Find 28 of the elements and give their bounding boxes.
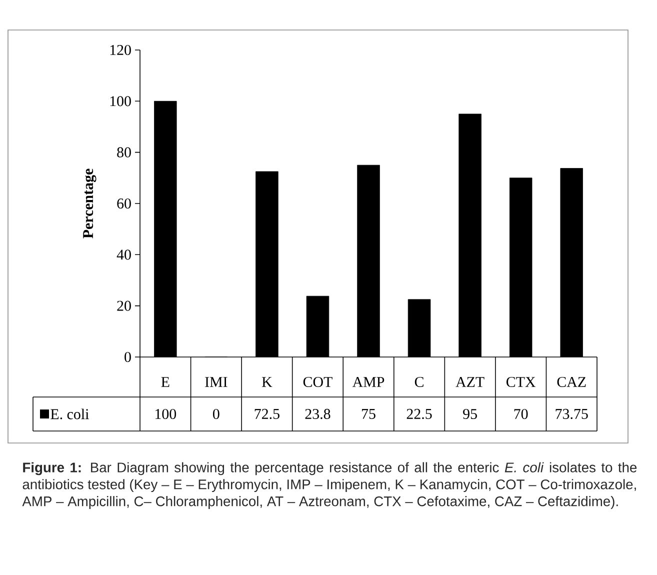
data-label: 70	[514, 408, 528, 420]
y-tick-label: 120	[110, 44, 131, 56]
y-tick-label: 60	[117, 198, 131, 209]
data-label: 95	[463, 408, 477, 419]
data-label: 72.5	[254, 408, 280, 420]
text: Figure 1: Bar Diagram showing the percentage resistance of all the enteric E. coli isolates to the antibiotics tested (Key – E – Erythromycin, IMP – Imipenem, K – Kanamycin, COT – Co-trimoxazole, AMP – Ampicillin, C– Chloramphenicol, AT – Aztreonam, CTX – Cefotaxime, CAZ – Ceftazidime).	[22, 462, 637, 509]
x-tick-label: IMI	[205, 377, 228, 387]
y-tick-label: 80	[117, 147, 131, 158]
x-tick-label: E	[161, 377, 170, 387]
x-tick-label: CTX	[506, 376, 536, 387]
x-tick-label: K	[262, 377, 272, 387]
x-tick-label: CAZ	[557, 376, 586, 387]
data-label: 22.5	[406, 408, 432, 420]
y-tick-label: 100	[110, 96, 131, 106]
data-label: 0	[213, 408, 220, 420]
x-tick-label: C	[414, 376, 424, 387]
data-label: 75	[362, 409, 376, 419]
y-tick-label: 20	[117, 300, 131, 311]
data-label: 73.75	[556, 408, 588, 420]
y-axis-title: Percentage	[83, 168, 96, 238]
data-label: 100	[156, 408, 176, 420]
legend-label: E. coli	[50, 408, 89, 420]
x-tick-label: COT	[303, 376, 332, 387]
x-tick-label: AZT	[456, 377, 484, 387]
data-label: 23.8	[305, 408, 330, 420]
x-tick-label: AMP	[352, 377, 384, 387]
y-tick-label: 0	[124, 352, 131, 362]
y-tick-label: 40	[116, 250, 131, 260]
